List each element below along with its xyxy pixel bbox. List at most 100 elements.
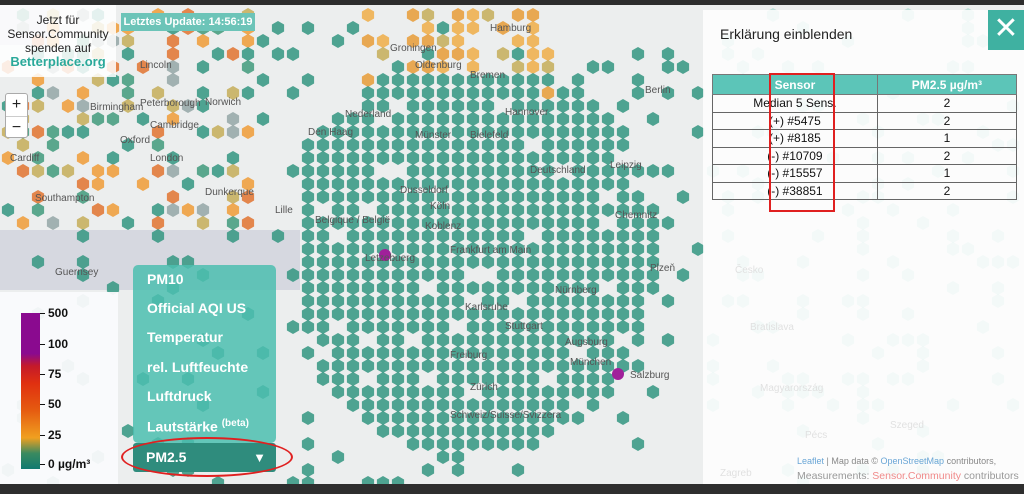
hex-cell[interactable] <box>556 112 570 126</box>
hex-cell[interactable] <box>616 177 630 191</box>
hex-cell[interactable] <box>571 203 585 217</box>
hex-cell[interactable] <box>526 177 540 191</box>
hex-cell[interactable] <box>436 281 450 295</box>
hex-cell[interactable] <box>31 255 45 269</box>
hex-cell[interactable] <box>526 424 540 438</box>
hex-cell[interactable] <box>466 203 480 217</box>
hex-cell[interactable] <box>436 346 450 360</box>
hex-cell[interactable] <box>571 125 585 139</box>
hex-cell[interactable] <box>376 333 390 347</box>
hex-cell[interactable] <box>646 281 660 295</box>
hex-cell[interactable] <box>616 242 630 256</box>
hex-cell[interactable] <box>301 190 315 204</box>
hex-cell[interactable] <box>346 268 360 282</box>
hex-cell[interactable] <box>586 60 600 74</box>
hex-cell[interactable] <box>511 385 525 399</box>
hex-cell[interactable] <box>661 294 675 308</box>
hex-cell[interactable] <box>451 73 465 87</box>
hex-cell[interactable] <box>436 164 450 178</box>
hex-cell[interactable] <box>196 86 210 100</box>
hex-cell[interactable] <box>571 151 585 165</box>
hex-cell[interactable] <box>496 437 510 451</box>
hex-cell[interactable] <box>466 125 480 139</box>
hex-cell[interactable] <box>481 203 495 217</box>
hex-cell[interactable] <box>571 138 585 152</box>
hex-cell[interactable] <box>451 450 465 464</box>
hex-cell[interactable] <box>571 164 585 178</box>
hex-cell[interactable] <box>211 47 225 61</box>
hex-cell[interactable] <box>376 73 390 87</box>
hex-cell[interactable] <box>511 333 525 347</box>
hex-cell[interactable] <box>541 99 555 113</box>
hex-cell[interactable] <box>121 138 135 152</box>
hex-cell[interactable] <box>511 372 525 386</box>
hex-cell[interactable] <box>616 216 630 230</box>
hex-cell[interactable] <box>601 333 615 347</box>
hex-cell[interactable] <box>466 424 480 438</box>
hex-cell[interactable] <box>331 216 345 230</box>
hex-cell[interactable] <box>301 463 315 477</box>
hex-cell[interactable] <box>481 333 495 347</box>
hex-cell[interactable] <box>421 385 435 399</box>
hex-cell[interactable] <box>601 164 615 178</box>
hex-cell[interactable] <box>451 138 465 152</box>
menu-item-lautstaerke[interactable]: Lautstärke (beta) <box>147 418 249 435</box>
hex-cell[interactable] <box>421 151 435 165</box>
hex-cell[interactable] <box>421 346 435 360</box>
hex-cell[interactable] <box>631 216 645 230</box>
hex-cell[interactable] <box>346 138 360 152</box>
hex-cell[interactable] <box>436 242 450 256</box>
menu-item-aqi-us[interactable]: Official AQI US <box>147 300 247 316</box>
hex-cell[interactable] <box>301 229 315 243</box>
hex-cell[interactable] <box>616 294 630 308</box>
hex-cell[interactable] <box>391 151 405 165</box>
hex-cell[interactable] <box>571 268 585 282</box>
hex-cell[interactable] <box>376 216 390 230</box>
hex-cell[interactable] <box>526 411 540 425</box>
hex-cell[interactable] <box>406 216 420 230</box>
hex-cell[interactable] <box>571 190 585 204</box>
hex-cell[interactable] <box>496 112 510 126</box>
hex-cell[interactable] <box>421 164 435 178</box>
hex-cell[interactable] <box>631 86 645 100</box>
hex-cell[interactable] <box>256 34 270 48</box>
hex-cell[interactable] <box>601 138 615 152</box>
hex-cell[interactable] <box>481 385 495 399</box>
hex-cell[interactable] <box>541 190 555 204</box>
hex-cell[interactable] <box>612 368 624 380</box>
hex-cell[interactable] <box>451 437 465 451</box>
hex-cell[interactable] <box>601 320 615 334</box>
hex-cell[interactable] <box>436 99 450 113</box>
hex-cell[interactable] <box>376 398 390 412</box>
hex-cell[interactable] <box>526 73 540 87</box>
hex-cell[interactable] <box>376 125 390 139</box>
hex-cell[interactable] <box>571 242 585 256</box>
hex-cell[interactable] <box>586 190 600 204</box>
hex-cell[interactable] <box>511 268 525 282</box>
hex-cell[interactable] <box>646 164 660 178</box>
hex-cell[interactable] <box>331 138 345 152</box>
hex-cell[interactable] <box>511 281 525 295</box>
hex-cell[interactable] <box>361 359 375 373</box>
hex-cell[interactable] <box>511 151 525 165</box>
hex-cell[interactable] <box>391 190 405 204</box>
hex-cell[interactable] <box>481 281 495 295</box>
hex-cell[interactable] <box>526 346 540 360</box>
hex-cell[interactable] <box>406 307 420 321</box>
hex-cell[interactable] <box>436 86 450 100</box>
hex-cell[interactable] <box>391 346 405 360</box>
hex-cell[interactable] <box>601 242 615 256</box>
hex-cell[interactable] <box>556 372 570 386</box>
hex-cell[interactable] <box>406 294 420 308</box>
hex-cell[interactable] <box>346 307 360 321</box>
hex-cell[interactable] <box>379 249 391 261</box>
hex-cell[interactable] <box>586 125 600 139</box>
hex-cell[interactable] <box>496 216 510 230</box>
hex-cell[interactable] <box>451 34 465 48</box>
hex-cell[interactable] <box>496 242 510 256</box>
hex-cell[interactable] <box>526 8 540 22</box>
hex-cell[interactable] <box>391 398 405 412</box>
hex-cell[interactable] <box>526 268 540 282</box>
hex-cell[interactable] <box>586 229 600 243</box>
hex-cell[interactable] <box>391 86 405 100</box>
